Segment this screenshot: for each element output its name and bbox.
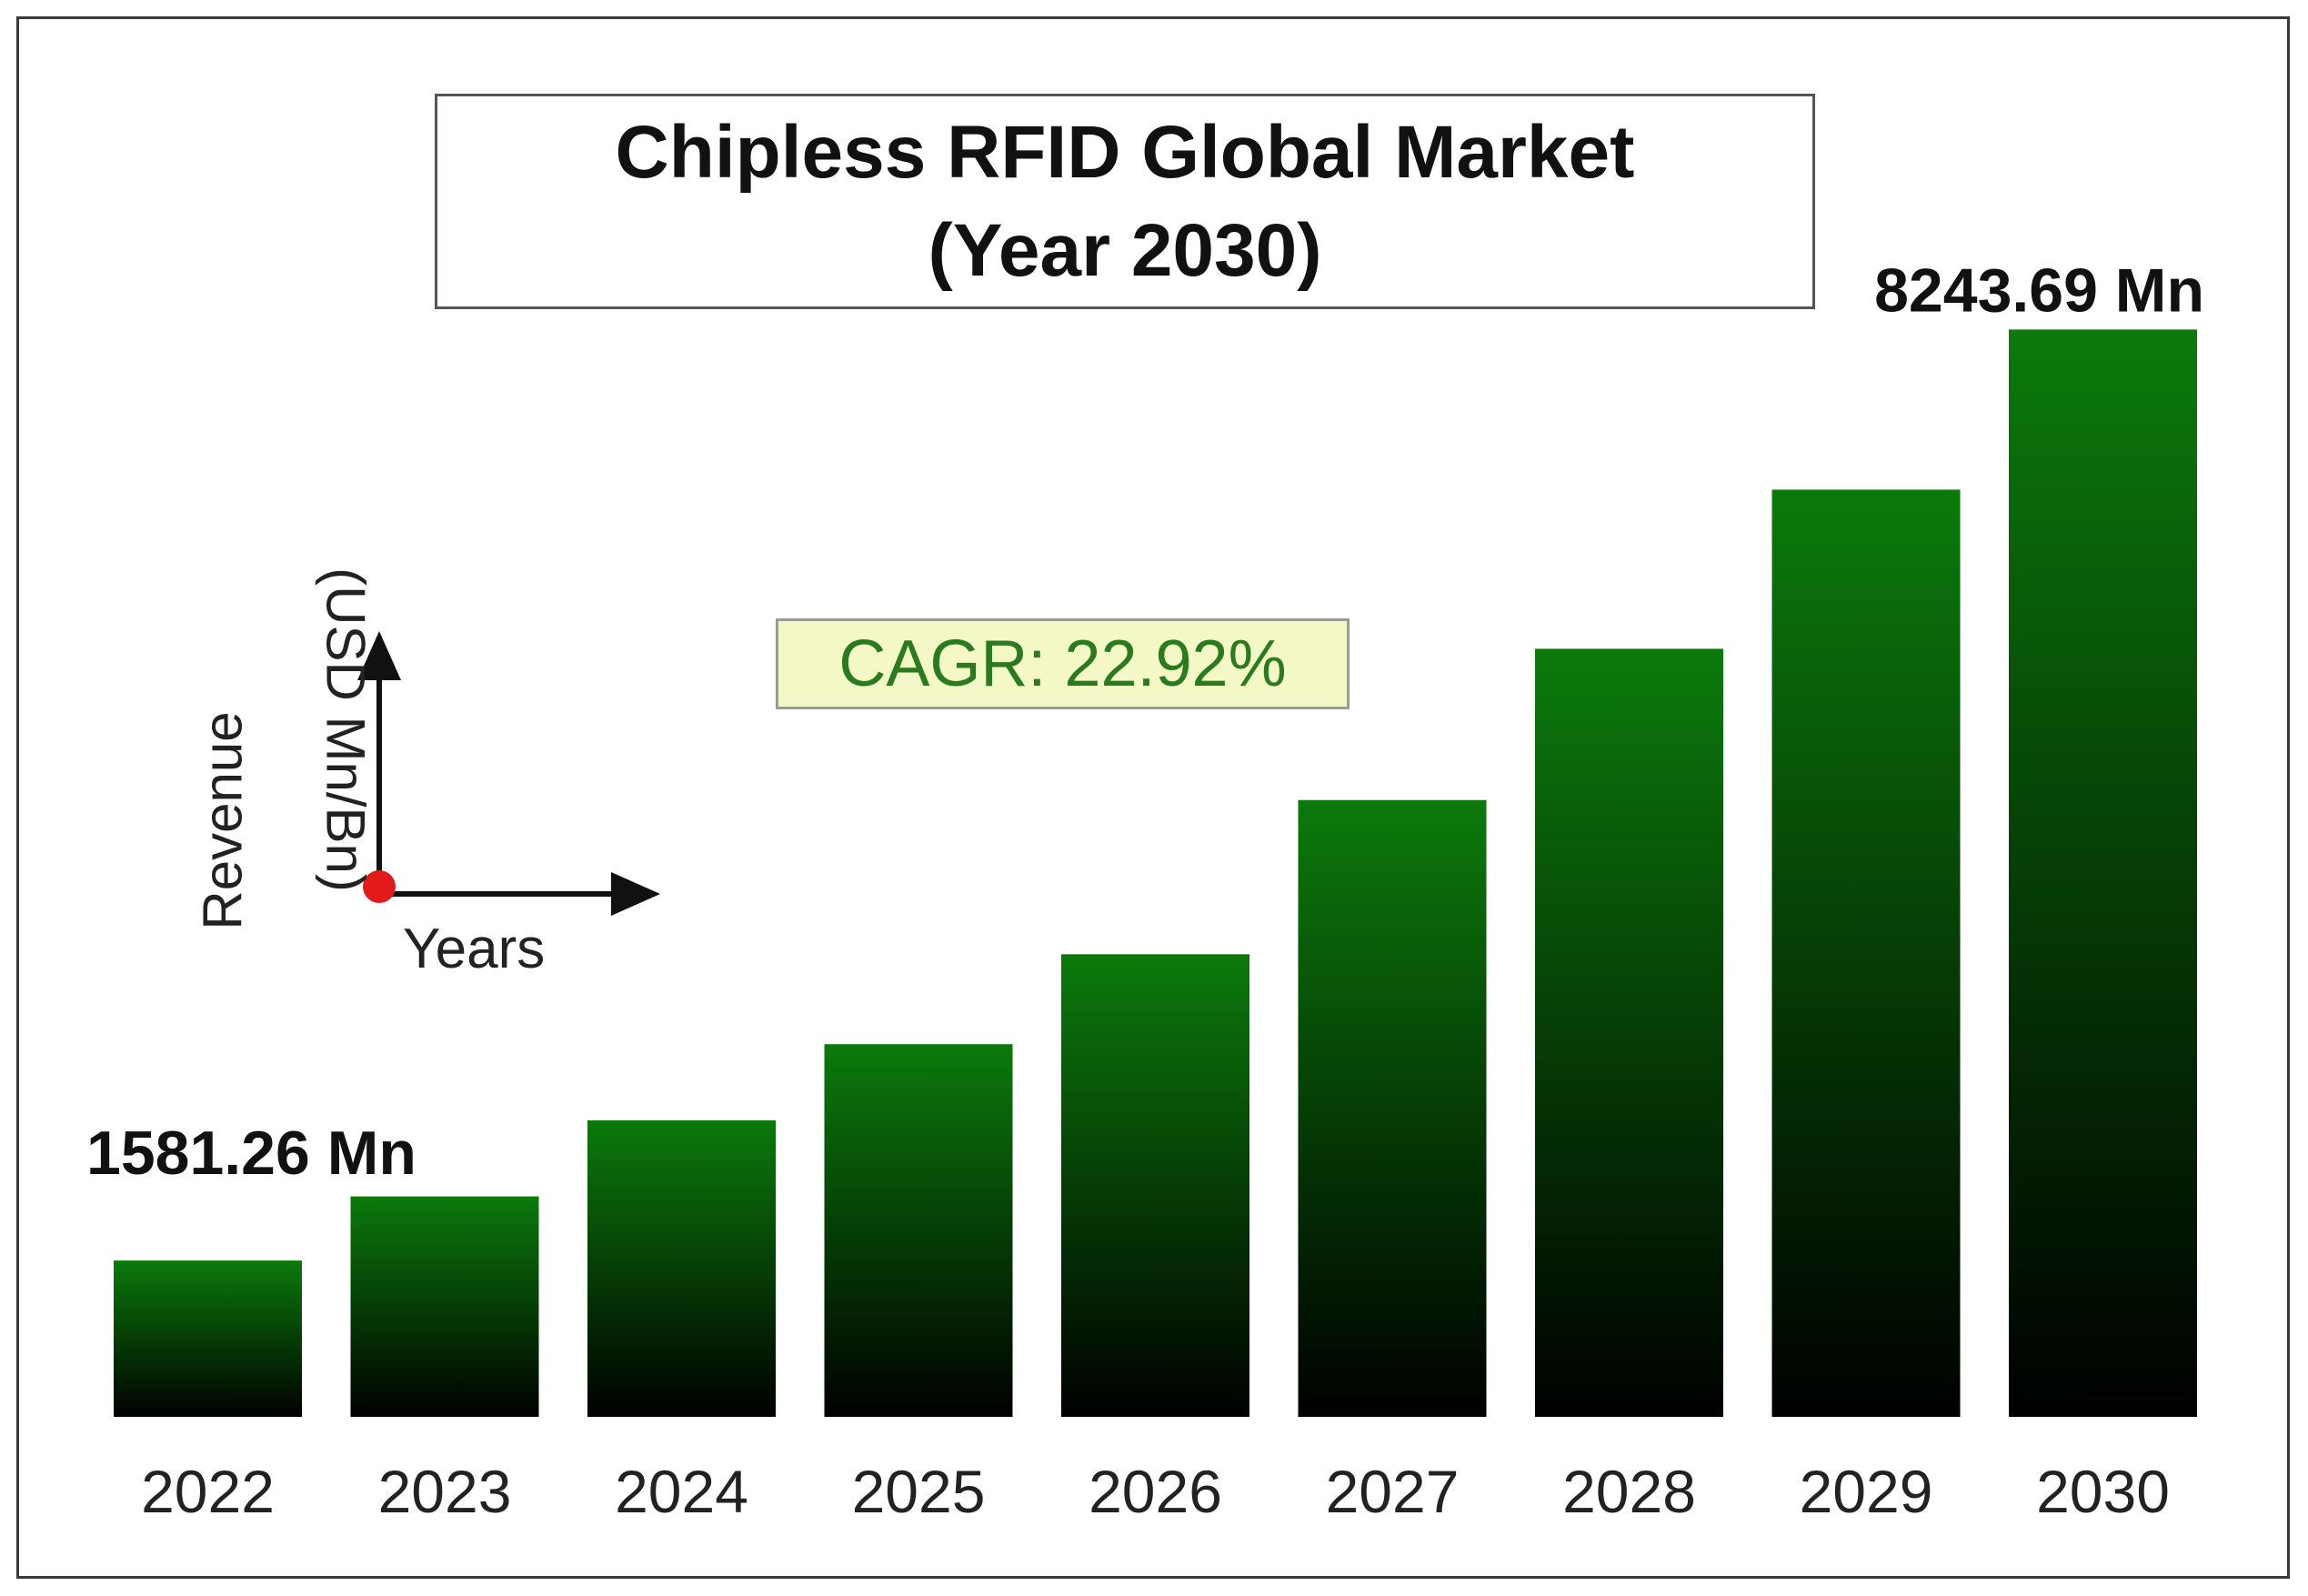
bar-2030 (2009, 329, 2197, 1417)
bar-2029 (1771, 489, 1961, 1417)
bars-group (114, 329, 2197, 1417)
x-tick-labels: 2022 2023 2024 2025 2026 2027 2028 2029 2030 (141, 1458, 2170, 1525)
x-tick-label: 2024 (615, 1458, 748, 1525)
data-labels: 1581.26 Mn 8243.69 Mn (86, 256, 2204, 1188)
origin-dot-icon (363, 870, 396, 903)
x-tick-label: 2028 (1562, 1458, 1696, 1525)
bar-2026 (1061, 954, 1249, 1417)
title-box: Chipless RFID Global Market (Year 2030) (435, 94, 1815, 309)
y-axis-label-line2: (USD Mn/Bn) (315, 567, 376, 892)
x-tick-label: 2025 (852, 1458, 986, 1525)
bar-2022 (114, 1260, 302, 1417)
bar-2023 (350, 1196, 539, 1417)
data-label-2030: 8243.69 Mn (1874, 256, 2204, 325)
x-tick-label: 2029 (1800, 1458, 1933, 1525)
y-axis-label-line1: Revenue (192, 711, 254, 930)
bar-2027 (1298, 799, 1487, 1417)
bar-2028 (1535, 648, 1723, 1417)
bar-2025 (824, 1044, 1013, 1417)
x-tick-label: 2022 (141, 1458, 275, 1525)
chart-subtitle: (Year 2030) (928, 208, 1322, 292)
axis-icon (357, 631, 660, 916)
x-tick-label: 2030 (2036, 1458, 2170, 1525)
x-tick-label: 2027 (1326, 1458, 1460, 1525)
chart-title: Chipless RFID Global Market (615, 110, 1635, 194)
x-axis-label: Years (403, 918, 546, 980)
x-tick-label: 2026 (1089, 1458, 1222, 1525)
cagr-annotation: CAGR: 22.92% (776, 618, 1350, 709)
bar-2024 (587, 1119, 776, 1417)
x-tick-label: 2023 (378, 1458, 512, 1525)
data-label-2022: 1581.26 Mn (86, 1119, 416, 1188)
